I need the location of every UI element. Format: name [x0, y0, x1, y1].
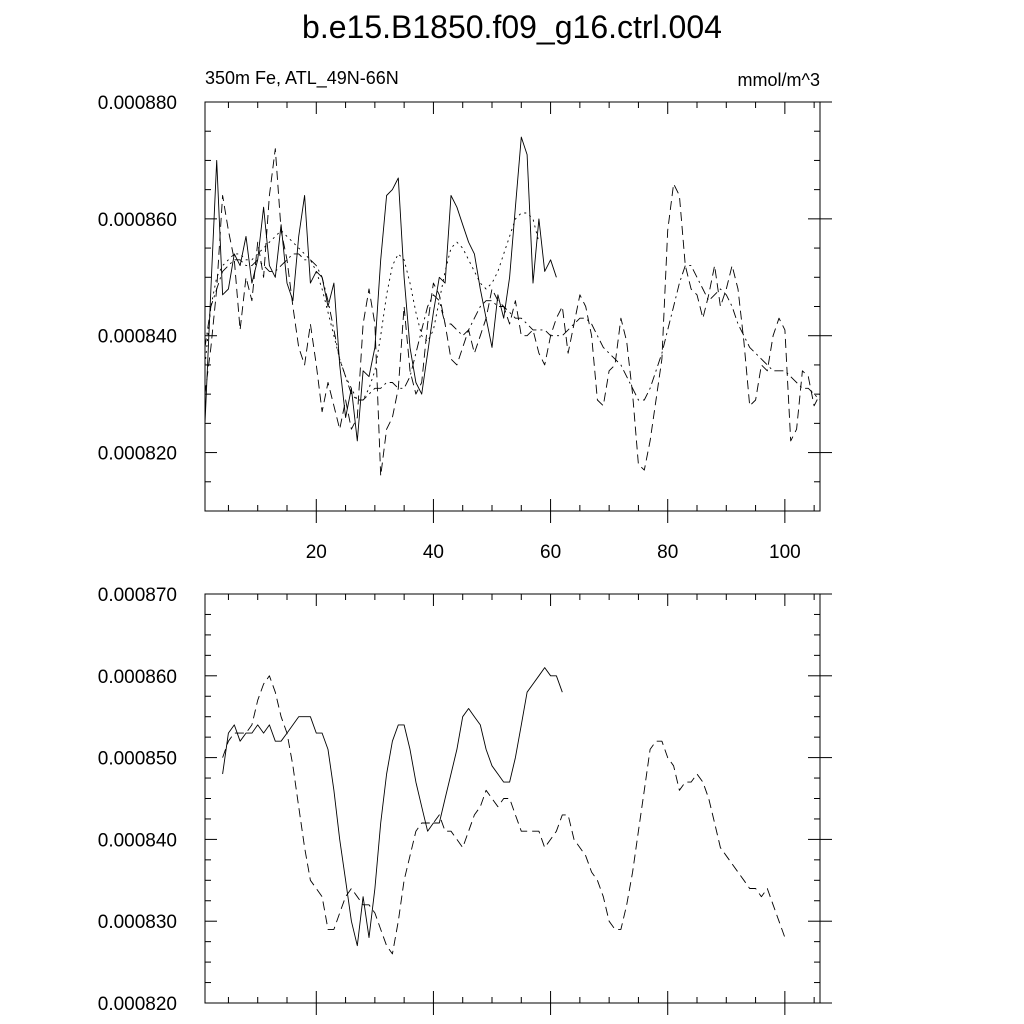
plot-frame-top [204, 101, 821, 512]
y-tick-label: 0.000820 [98, 994, 177, 1015]
y-tick-label: 0.000840 [98, 327, 177, 348]
y-tick-label: 0.000830 [98, 912, 177, 933]
panel-top-unit-label: mmol/m^3 [738, 70, 820, 90]
panel-bottom: 0.000820 0.000830 0.000840 0.000850 0.000860… [98, 585, 832, 1015]
series-line-dashdot [204, 253, 821, 401]
x-tick-label: 20 [306, 542, 327, 563]
y-tick-label: 0.000870 [98, 585, 177, 606]
series-line-dashed [204, 148, 821, 477]
x-tick-label: 80 [657, 542, 678, 563]
x-tick-label: 100 [769, 542, 801, 563]
series-line-solid [204, 136, 557, 442]
y-tick-label: 0.000880 [98, 93, 177, 114]
x-tick-label: 40 [423, 542, 444, 563]
y-tick-label: 0.000850 [98, 749, 177, 770]
x-tick-label: 60 [540, 542, 561, 563]
y-tick-label: 0.000860 [98, 210, 177, 231]
y-tick-label: 0.000820 [98, 444, 177, 465]
series-line-dotted [204, 212, 540, 401]
panel-top: 350m Fe, ATL_49N-66N mmol/m^3 20 40 60 80 10… [98, 68, 832, 563]
figure-title: b.e15.B1850.f09_g16.ctrl.004 [302, 9, 722, 45]
series-line-dashed [222, 675, 786, 955]
panel-top-left-label: 350m Fe, ATL_49N-66N [205, 68, 399, 89]
y-tick-label: 0.000860 [98, 667, 177, 688]
series-line-solid [222, 667, 563, 947]
y-tick-label: 0.000840 [98, 830, 177, 851]
